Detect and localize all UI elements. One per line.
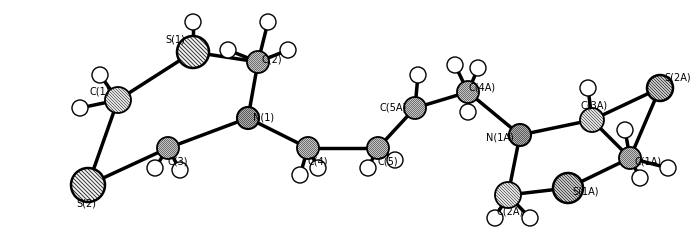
Circle shape: [457, 81, 479, 103]
Text: N(1A): N(1A): [486, 132, 514, 142]
Circle shape: [387, 152, 403, 168]
Text: C(4): C(4): [308, 157, 329, 167]
Circle shape: [185, 14, 201, 30]
Circle shape: [617, 122, 633, 138]
Circle shape: [360, 160, 376, 176]
Circle shape: [147, 160, 163, 176]
Circle shape: [447, 57, 463, 73]
Text: C(3): C(3): [168, 157, 188, 167]
Circle shape: [177, 36, 209, 68]
Circle shape: [495, 182, 521, 208]
Circle shape: [509, 124, 531, 146]
Circle shape: [580, 80, 596, 96]
Circle shape: [71, 168, 105, 202]
Text: C(5A): C(5A): [380, 103, 407, 113]
Circle shape: [553, 173, 583, 203]
Circle shape: [580, 108, 604, 132]
Circle shape: [310, 160, 326, 176]
Text: C(1): C(1): [89, 87, 110, 97]
Circle shape: [470, 60, 486, 76]
Circle shape: [487, 210, 503, 226]
Circle shape: [292, 167, 308, 183]
Text: C(3A): C(3A): [580, 101, 607, 111]
Text: S(1): S(1): [165, 35, 185, 45]
Circle shape: [647, 75, 673, 101]
Circle shape: [619, 147, 641, 169]
Circle shape: [172, 162, 188, 178]
Text: N(1): N(1): [254, 113, 275, 123]
Circle shape: [220, 42, 236, 58]
Circle shape: [404, 97, 426, 119]
Text: S(2A): S(2A): [665, 73, 691, 83]
Text: C(5): C(5): [377, 157, 398, 167]
Text: C(2A): C(2A): [496, 206, 524, 216]
Circle shape: [280, 42, 296, 58]
Circle shape: [522, 210, 538, 226]
Circle shape: [72, 100, 88, 116]
Circle shape: [367, 137, 389, 159]
Circle shape: [297, 137, 319, 159]
Circle shape: [460, 104, 476, 120]
Text: S(2): S(2): [76, 198, 96, 208]
Circle shape: [157, 137, 179, 159]
Circle shape: [410, 67, 426, 83]
Circle shape: [660, 160, 676, 176]
Circle shape: [247, 51, 269, 73]
Text: C(1A): C(1A): [635, 157, 661, 167]
Text: S(1A): S(1A): [572, 187, 599, 197]
Circle shape: [260, 14, 276, 30]
Text: C(4A): C(4A): [468, 83, 496, 93]
Circle shape: [92, 67, 108, 83]
Circle shape: [105, 87, 131, 113]
Circle shape: [632, 170, 648, 186]
Text: C(2): C(2): [261, 55, 282, 65]
Circle shape: [237, 107, 259, 129]
